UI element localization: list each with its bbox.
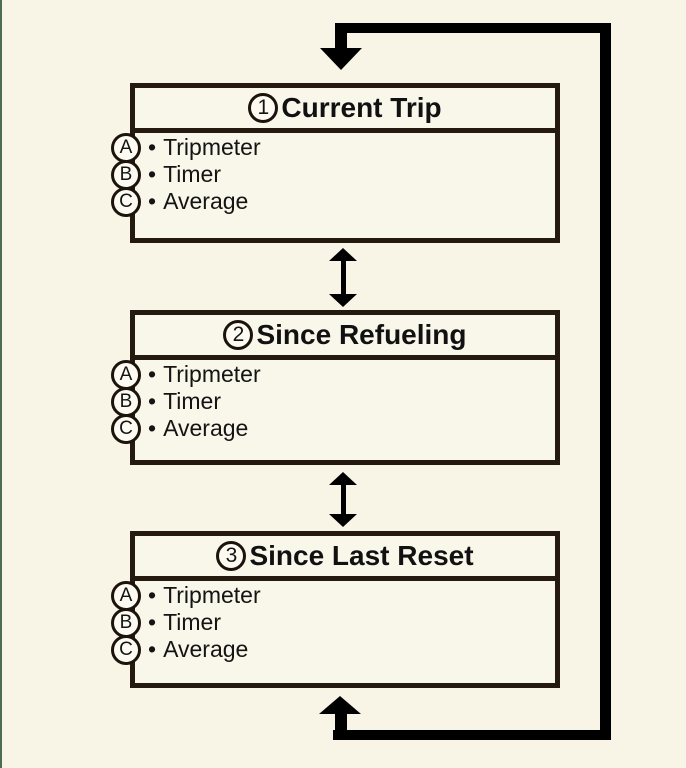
mode-box-title: Current Trip <box>281 92 442 123</box>
list-item: B • Timer <box>111 159 555 190</box>
arrow-shaft <box>340 261 346 294</box>
bullet-icon: • <box>148 636 157 662</box>
arrowhead-up <box>329 472 357 485</box>
scan-edge-line <box>0 0 2 768</box>
list-item: C • Average <box>111 634 555 665</box>
mode-box-body: A • Tripmeter B • Timer C • Average <box>111 132 555 217</box>
mode-box-body: A • Tripmeter B • Timer C • Average <box>111 359 555 444</box>
bullet-icon: • <box>148 188 157 214</box>
bullet-icon: • <box>148 582 157 608</box>
list-item: A • Tripmeter <box>111 359 555 390</box>
mode-box-header: 3 Since Last Reset <box>135 536 555 581</box>
list-item: C • Average <box>111 413 555 444</box>
mode-box-since-refueling: 2 Since Refueling A • Tripmeter B • Time… <box>111 310 560 465</box>
mode-box-title: Since Refueling <box>256 319 467 350</box>
bullet-icon: • <box>148 609 157 635</box>
item-label: Tripmeter <box>163 582 261 608</box>
bidirectional-arrow-icon <box>329 472 357 527</box>
arrowhead-down <box>329 294 357 307</box>
bullet-icon: • <box>148 134 157 160</box>
circled-letter-badge: A <box>111 580 141 611</box>
bidirectional-arrow-icon <box>329 248 357 307</box>
bullet-icon: • <box>148 361 157 387</box>
item-label: Tripmeter <box>163 134 261 160</box>
item-label: Timer <box>163 609 221 635</box>
loop-arrow-right-segment <box>600 23 611 740</box>
bullet-icon: • <box>148 415 157 441</box>
circled-letter-badge: C <box>111 413 141 444</box>
arrow-up-icon <box>319 696 361 714</box>
mode-box-body: A • Tripmeter B • Timer C • Average <box>111 580 555 665</box>
item-label: Average <box>163 415 249 441</box>
mode-box-title: Since Last Reset <box>249 540 474 571</box>
item-label: Timer <box>163 161 221 187</box>
mode-box-header: 1 Current Trip <box>135 88 555 133</box>
list-item: C • Average <box>111 186 555 217</box>
circled-letter-badge: B <box>111 386 141 417</box>
item-label: Average <box>163 636 249 662</box>
item-label: Average <box>163 188 249 214</box>
loop-arrow-bottom-segment <box>333 730 611 740</box>
circled-letter-badge: C <box>111 186 141 217</box>
circled-letter-badge: B <box>111 607 141 638</box>
circled-number-badge: 3 <box>216 541 247 571</box>
bullet-icon: • <box>148 161 157 187</box>
loop-arrow-return-stub <box>335 713 347 732</box>
circled-letter-badge: B <box>111 159 141 190</box>
circled-letter-badge: C <box>111 634 141 665</box>
bullet-icon: • <box>148 388 157 414</box>
item-label: Tripmeter <box>163 361 261 387</box>
circled-number-badge: 2 <box>223 320 254 350</box>
list-item: B • Timer <box>111 607 555 638</box>
list-item: A • Tripmeter <box>111 580 555 611</box>
mode-box-header: 2 Since Refueling <box>135 315 555 360</box>
loop-arrow-top-segment <box>335 23 611 33</box>
item-label: Timer <box>163 388 221 414</box>
circled-number-badge: 1 <box>248 93 279 123</box>
mode-box-current-trip: 1 Current Trip A • Tripmeter B • Timer C… <box>111 83 560 243</box>
list-item: A • Tripmeter <box>111 132 555 163</box>
arrow-down-icon <box>320 48 362 70</box>
arrowhead-up <box>329 248 357 261</box>
circled-letter-badge: A <box>111 359 141 390</box>
list-item: B • Timer <box>111 386 555 417</box>
mode-box-since-last-reset: 3 Since Last Reset A • Tripmeter B • Tim… <box>111 531 560 688</box>
arrow-shaft <box>340 485 346 514</box>
circled-letter-badge: A <box>111 132 141 163</box>
arrowhead-down <box>329 514 357 527</box>
loop-arrow-entry-stub <box>335 31 347 49</box>
